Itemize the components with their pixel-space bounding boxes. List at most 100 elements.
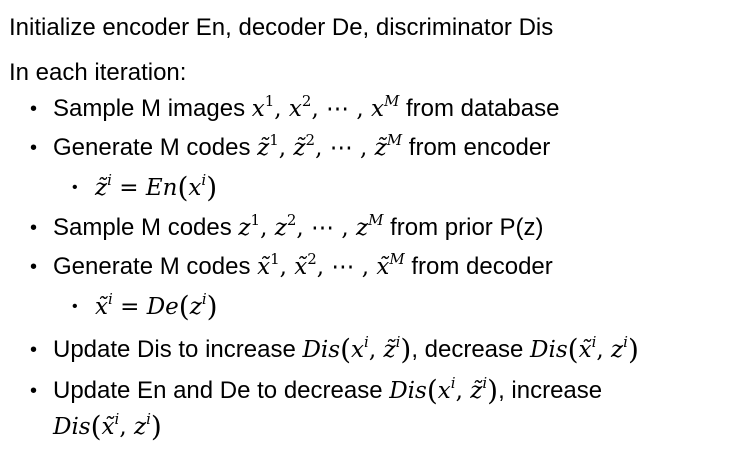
math-var: x [288,96,302,122]
math-sup: M [389,250,405,268]
sub-bullet-encoder-equation: z̃i = En(xi) [95,173,217,203]
math-paren-left: ( [177,171,189,204]
math-var: z [133,414,147,440]
math-var: z [355,215,369,241]
bullet-text: Sample M codes [53,214,239,241]
math-var: z̃ [95,175,108,201]
math-sup: M [368,211,384,229]
bullet-marker: • [30,137,38,159]
math-sup: i [450,374,456,392]
math-var: z [189,294,202,320]
math-sep: , [274,96,289,122]
math-var: z [238,215,251,241]
math-var: z̃ [470,378,483,404]
bullet-text: , decrease [411,336,531,363]
math-var: z̃ [257,135,270,161]
math-function: Dis [530,337,568,363]
iteration-heading: In each iteration: [9,59,187,86]
math-sup: i [591,333,597,351]
bullet-sample-images: Sample M images x1, x2, ⋯ , xM from data… [53,94,559,124]
init-line: Initialize encoder En, decoder De, discr… [9,14,554,41]
math-sup: M [383,92,400,110]
sub-bullet-decoder-equation: x̃i = De(zi) [95,292,218,322]
bullet-update-dis: Update Dis to increase Dis(xi, z̃i), dec… [53,335,639,365]
math-sup: i [107,171,112,189]
bullet-sample-codes-prior: Sample M codes z1, z2, ⋯ , zM from prior… [53,213,543,243]
math-var: z̃ [383,337,396,363]
math-equals: = [112,294,147,320]
bullet-marker: • [30,339,38,361]
math-var: z̃ [293,135,306,161]
math-dots: , ⋯ , [311,96,371,122]
math-sep: , [278,135,294,161]
bullet-update-en-de: Update En and De to decrease Dis(xi, z̃i… [53,376,602,406]
math-sup: i [364,333,369,351]
math-paren-right: ) [150,410,162,443]
math-paren-left: ( [340,333,352,366]
bullet-marker: • [30,98,38,120]
math-function: En [145,175,178,201]
math-sup: M [386,131,403,149]
math-paren-left: ( [426,374,438,407]
bullet-text: from prior P(z) [383,214,544,241]
bullet-update-en-de-continued: Dis(x̃i, zi) [53,412,162,442]
math-sup: 1 [269,131,279,149]
math-var: x [351,337,364,363]
math-var: z [274,215,287,241]
bullet-marker: • [30,380,38,402]
math-sup: i [201,290,207,308]
sub-bullet-marker: • [72,179,78,196]
bullet-generate-codes-decoder: Generate M codes x̃1, x̃2, ⋯ , x̃M from … [53,252,553,282]
math-var: x̃ [101,414,115,440]
math-var: x [188,175,202,201]
math-paren-right: ) [400,333,412,366]
math-paren-left: ( [567,333,579,366]
math-sup: 2 [286,211,297,229]
math-sup: 1 [270,250,280,268]
math-var: x [371,96,384,122]
math-equals: = [111,175,146,201]
math-paren-right: ) [627,333,639,366]
math-var: x̃ [376,254,390,280]
math-sup: i [395,333,401,351]
bullet-text: Update En and De to decrease [53,377,390,404]
bullet-text: from encoder [402,134,551,161]
math-paren-right: ) [206,171,218,204]
math-paren-right: ) [206,290,218,323]
bullet-text: Sample M images [53,95,252,122]
math-sep: , [279,254,295,280]
math-var: x̃ [578,337,592,363]
math-paren-left: ( [178,290,190,323]
math-sup: 2 [305,131,316,149]
math-sup: 2 [301,92,312,110]
math-var: x [251,96,265,122]
bullet-marker: • [30,217,38,239]
math-var: z̃ [374,135,387,161]
bullet-text: , increase [498,377,603,404]
math-sep: , [260,215,275,241]
math-sep: , [455,378,471,404]
math-function: Dis [302,337,341,363]
bullet-marker: • [30,256,38,278]
bullet-text: Generate M codes [53,134,258,161]
math-paren-right: ) [487,374,499,407]
math-sep: , [368,337,384,363]
math-var: x̃ [294,254,308,280]
math-var: x [437,378,451,404]
math-function: Dis [53,414,91,440]
math-sup: i [623,333,628,351]
bullet-text: Generate M codes [53,253,258,280]
math-sup: i [201,171,207,189]
math-var: z [611,337,624,363]
math-sep: , [119,414,134,440]
math-sup: i [107,290,113,308]
bullet-text: from database [399,95,560,122]
math-var: x̃ [257,254,271,280]
math-sep: , [596,337,612,363]
math-dots: , ⋯ , [296,215,356,241]
math-sup: 1 [250,211,261,229]
math-paren-left: ( [90,410,102,443]
math-sup: 2 [307,250,317,268]
math-dots: , ⋯ , [315,135,375,161]
